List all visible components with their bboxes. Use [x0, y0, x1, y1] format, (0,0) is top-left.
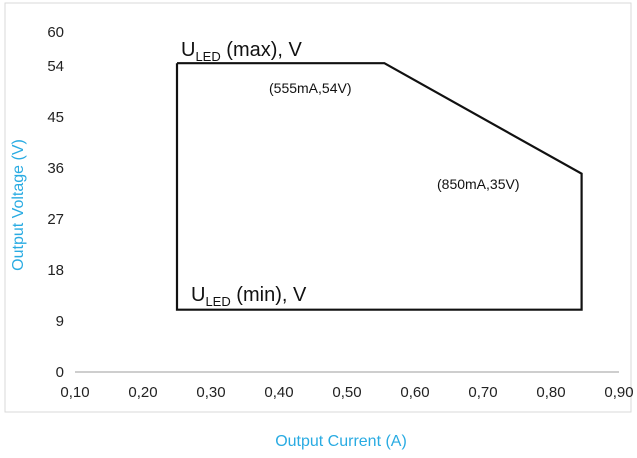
y-tick-label: 18: [47, 262, 64, 279]
y-tick-label: 0: [56, 364, 64, 381]
x-tick-label: 0,20: [128, 384, 157, 401]
chart-frame: [4, 2, 632, 413]
x-tick-label: 0,60: [400, 384, 429, 401]
x-tick-label: 0,10: [60, 384, 89, 401]
point-label-850ma: (850mA,35V): [437, 176, 519, 192]
y-tick-label: 9: [56, 313, 64, 330]
uled-min-label: ULED (min), V: [191, 284, 307, 309]
uled-max-label: ULED (max), V: [181, 39, 303, 64]
x-tick-label: 0,40: [264, 384, 293, 401]
x-tick-label: 0,70: [468, 384, 497, 401]
x-tick-label: 0,30: [196, 384, 225, 401]
x-axis-title: Output Current (A): [275, 433, 407, 450]
x-tick-label: 0,80: [536, 384, 565, 401]
y-axis-ticks: 0 9 18 27 36 45 54 60: [47, 24, 64, 381]
x-tick-label: 0,50: [332, 384, 361, 401]
y-axis-title: Output Voltage (V): [10, 139, 27, 271]
operating-envelope-line: [175, 62, 583, 311]
y-tick-label: 36: [47, 160, 64, 177]
point-label-555ma: (555mA,54V): [269, 80, 351, 96]
x-axis-ticks: 0,10 0,20 0,30 0,40 0,50 0,60 0,70 0,80 0,90: [60, 384, 633, 401]
x-tick-label: 0,90: [604, 384, 633, 401]
y-tick-label: 45: [47, 109, 64, 126]
y-tick-label: 60: [47, 24, 64, 41]
y-tick-label: 54: [47, 58, 64, 75]
y-tick-label: 27: [47, 211, 64, 228]
